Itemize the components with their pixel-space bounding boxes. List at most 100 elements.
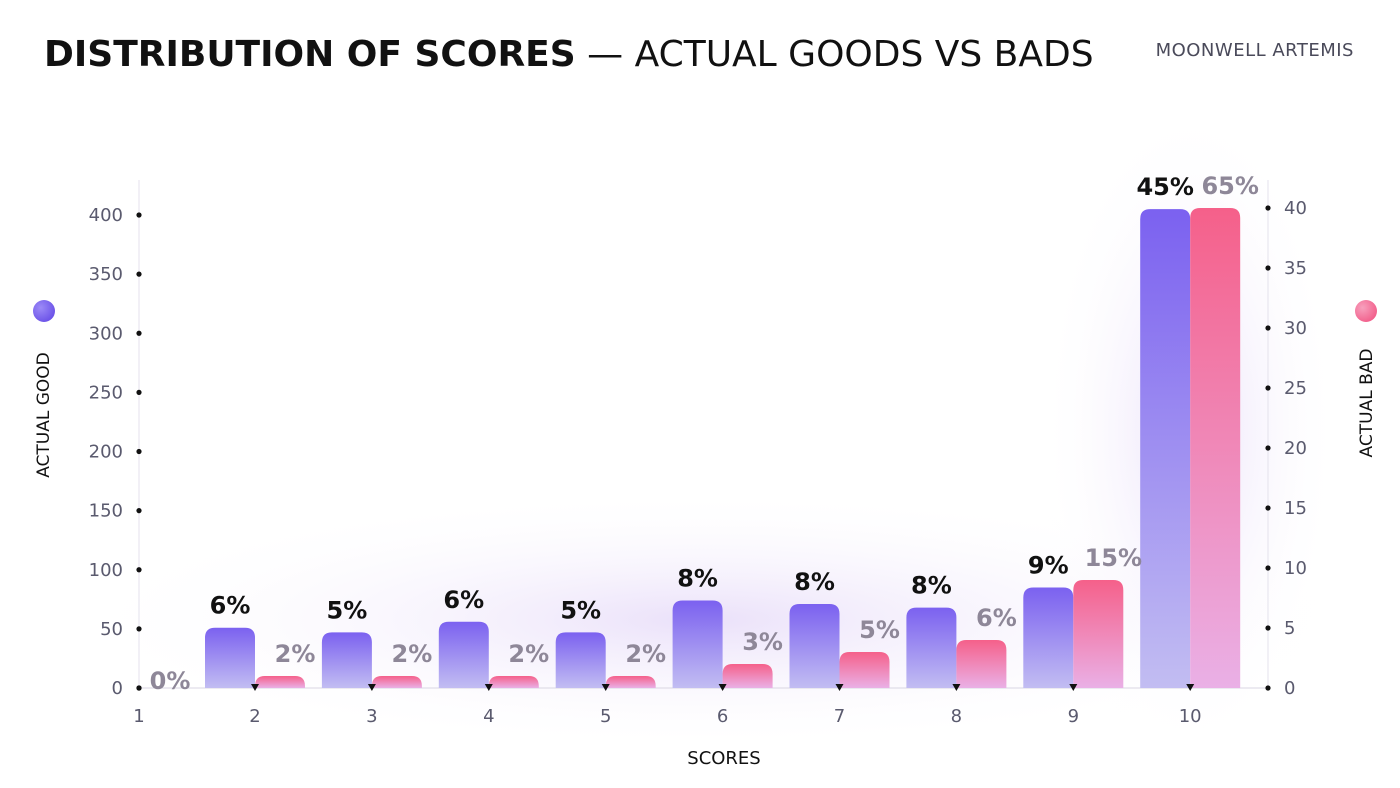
bar-good — [205, 627, 255, 688]
bar-bad — [1073, 580, 1124, 688]
y-left-tick-dot — [136, 448, 142, 455]
x-tick-marker — [1186, 684, 1195, 691]
bar-bad-label: 2% — [392, 640, 433, 668]
y-right-tick-dot — [1265, 445, 1271, 451]
bar-good-label: 6% — [210, 592, 251, 620]
y-right-tick-label: 30 — [1284, 318, 1307, 339]
y-right-tick-label: 5 — [1284, 618, 1295, 639]
bar-good-label: 5% — [560, 596, 601, 624]
y-right-tick-label: 35 — [1284, 258, 1307, 279]
y-axis-right-label: ACTUAL BAD — [1357, 348, 1377, 458]
bar-bad-label: 2% — [275, 640, 316, 668]
chart-title-light: — ACTUAL GOODS VS BADS — [575, 34, 1094, 75]
y-left-tick-dot — [136, 389, 142, 395]
y-left-tick-label: 150 — [89, 501, 123, 522]
x-tick-marker — [367, 684, 376, 691]
y-left-tick-label: 200 — [89, 442, 123, 463]
x-tick-marker — [1069, 684, 1078, 691]
bar-bad-label: 15% — [1085, 544, 1142, 572]
y-right-tick-dot — [1265, 325, 1271, 331]
bar-bad — [1190, 208, 1241, 688]
brand-label: MOONWELL ARTEMIS — [1155, 40, 1354, 61]
y-right-tick-dot — [1265, 625, 1271, 631]
y-right-tick-label: 10 — [1284, 558, 1307, 579]
y-left-tick-label: 400 — [89, 205, 123, 226]
legend-good-dot — [33, 300, 55, 322]
bar-good-label: 8% — [794, 568, 835, 596]
bar-good-label: 9% — [1028, 551, 1069, 579]
y-right-tick-dot — [1265, 205, 1271, 211]
chart-title: DISTRIBUTION OF SCORES — ACTUAL GOODS VS… — [44, 30, 1094, 80]
y-right-tick-dot — [1265, 505, 1271, 511]
y-left-tick-dot — [136, 626, 142, 632]
y-left-tick-label: 350 — [89, 264, 123, 285]
bar-good-label: 5% — [327, 596, 368, 624]
x-tick-label: 8 — [951, 706, 962, 727]
x-tick-marker — [251, 684, 259, 691]
bar-bad — [722, 664, 773, 688]
bar-bad — [488, 676, 539, 688]
bar-good — [1023, 587, 1074, 688]
x-tick-marker — [601, 684, 610, 691]
bar-good-label: 45% — [1136, 173, 1193, 201]
x-tick-marker — [835, 684, 844, 691]
bar-bad-label: 0% — [150, 667, 191, 695]
y-right-tick-dot — [1265, 565, 1271, 571]
bar-good — [672, 600, 723, 688]
bar-bad-label: 3% — [742, 628, 783, 656]
y-left-tick-dot — [136, 271, 142, 277]
y-right-tick-label: 40 — [1284, 198, 1307, 219]
bar-bad-label: 5% — [859, 616, 900, 644]
bar-good — [906, 607, 957, 688]
bar-bad-label: 65% — [1201, 172, 1258, 200]
bar-bad — [956, 640, 1007, 688]
y-left-tick-label: 100 — [89, 560, 123, 581]
x-tick-label: 7 — [834, 706, 845, 727]
y-left-tick-label: 300 — [89, 323, 123, 344]
bar-bad — [605, 676, 656, 688]
y-left-tick-dot — [136, 330, 142, 336]
bar-bad-label: 2% — [508, 640, 549, 668]
legend-bad-dot — [1355, 300, 1377, 322]
y-axis-left-label: ACTUAL GOOD — [34, 352, 54, 478]
bar-bad — [255, 676, 305, 688]
x-tick-label: 2 — [249, 706, 260, 727]
y-right-tick-label: 0 — [1284, 678, 1295, 699]
x-axis-label: SCORES — [687, 748, 761, 769]
x-tick-marker — [952, 684, 961, 691]
bar-good-label: 8% — [911, 572, 952, 600]
bar-bad-label: 6% — [976, 604, 1017, 632]
x-tick-label: 3 — [366, 706, 377, 727]
x-tick-label: 1 — [133, 706, 144, 727]
y-right-tick-label: 25 — [1284, 378, 1307, 399]
y-right-tick-dot — [1265, 685, 1271, 691]
bar-bad — [371, 676, 422, 688]
origin-dot — [136, 685, 142, 691]
bar-good — [321, 632, 372, 688]
y-left-tick-dot — [136, 567, 142, 573]
bar-bad — [839, 652, 890, 688]
y-left-tick-dot — [136, 212, 142, 218]
x-tick-label: 10 — [1179, 706, 1202, 727]
x-tick-marker — [484, 684, 493, 691]
bar-good — [555, 632, 606, 688]
y-right-tick-label: 15 — [1284, 498, 1307, 519]
y-left-tick-label: 0 — [112, 678, 123, 699]
x-tick-label: 5 — [600, 706, 611, 727]
x-tick-label: 6 — [717, 706, 728, 727]
chart-title-bold: DISTRIBUTION OF SCORES — [44, 34, 576, 75]
y-right-tick-dot — [1265, 385, 1271, 391]
y-right-tick-label: 20 — [1284, 438, 1307, 459]
bar-good-label: 6% — [443, 586, 484, 614]
y-left-tick-dot — [136, 508, 142, 514]
bar-good — [1140, 209, 1191, 688]
bar-good-label: 8% — [677, 564, 718, 592]
x-tick-label: 4 — [483, 706, 494, 727]
bar-good — [789, 604, 840, 688]
y-left-tick-label: 250 — [89, 382, 123, 403]
x-tick-marker — [718, 684, 727, 691]
bar-bad-label: 2% — [625, 640, 666, 668]
y-left-tick-label: 50 — [100, 619, 123, 640]
bar-good — [438, 621, 489, 688]
